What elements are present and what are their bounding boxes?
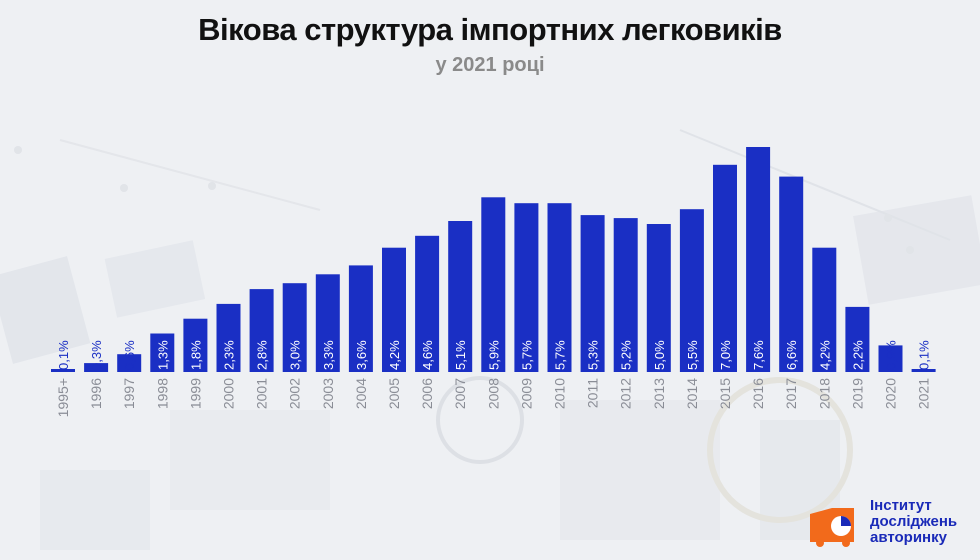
logo-line-3: авторинку: [870, 529, 947, 546]
institute-logo: Інститут досліджень авторинку: [808, 494, 978, 556]
bar-2011: [580, 215, 605, 372]
value-label-2006: 4,6%: [420, 340, 435, 370]
logo-line-2: досліджень: [870, 513, 958, 530]
bar-2006: [415, 235, 440, 372]
bar-2012: [613, 218, 638, 372]
logo-line-1: Інститут: [870, 497, 932, 514]
value-label-2020: 0,9%: [884, 340, 899, 370]
bar-2003: [315, 274, 340, 372]
bar-2008: [481, 197, 506, 372]
value-label-1997: 0,6%: [122, 340, 137, 370]
bar-2013: [646, 224, 671, 372]
bar-1997: [117, 354, 142, 372]
x-tick-2007: 2007: [452, 378, 468, 409]
value-label-2019: 2,2%: [850, 340, 865, 370]
bar-1996: [84, 363, 109, 372]
value-label-2007: 5,1%: [453, 340, 468, 370]
x-tick-2009: 2009: [518, 378, 534, 409]
value-label-2017: 6,6%: [784, 340, 799, 370]
x-tick-1998: 1998: [154, 378, 170, 409]
x-tick-2014: 2014: [684, 378, 700, 409]
page-title: Вікова структура імпортних легковиків: [198, 12, 782, 47]
bar-2015: [713, 164, 737, 372]
bar-2010: [547, 203, 572, 372]
bar-2009: [514, 203, 539, 372]
value-label-2018: 4,2%: [817, 340, 832, 370]
value-label-2021: 0,1%: [917, 340, 932, 370]
bar-2018: [812, 247, 837, 372]
value-label-2010: 5,7%: [553, 340, 568, 370]
value-label-2014: 5,5%: [685, 340, 700, 370]
x-tick-2019: 2019: [849, 378, 865, 409]
value-label-1998: 1,3%: [155, 340, 170, 370]
bar-2005: [382, 247, 406, 372]
value-label-2000: 2,3%: [222, 340, 237, 370]
x-tick-2003: 2003: [320, 378, 336, 409]
value-label-2004: 3,6%: [354, 340, 369, 370]
x-tick-2020: 2020: [883, 378, 899, 409]
x-tick-1996: 1996: [88, 378, 104, 409]
bar-1995+: [51, 369, 75, 372]
value-label-2012: 5,2%: [619, 340, 634, 370]
x-tick-2005: 2005: [386, 378, 402, 409]
logo-text: Інститут досліджень авторинку: [870, 498, 957, 546]
bar-1999: [183, 318, 208, 372]
x-tick-2002: 2002: [287, 378, 303, 409]
x-tick-2010: 2010: [552, 378, 568, 409]
x-tick-2004: 2004: [353, 378, 369, 409]
bar-2007: [448, 221, 473, 372]
bar-2002: [282, 283, 307, 372]
x-tick-2017: 2017: [783, 378, 799, 409]
value-label-2015: 7,0%: [718, 340, 733, 370]
bar-2000: [216, 303, 241, 372]
bar-1998: [150, 333, 175, 372]
logo-car-icon: [810, 508, 854, 547]
value-label-2003: 3,3%: [321, 340, 336, 370]
x-tick-2015: 2015: [717, 378, 733, 409]
value-label-2001: 2,8%: [255, 340, 270, 370]
x-tick-1999: 1999: [187, 378, 203, 409]
x-tick-2021: 2021: [916, 378, 932, 409]
x-tick-1995+: 1995+: [55, 378, 71, 417]
value-label-2002: 3,0%: [288, 340, 303, 370]
page-subtitle: у 2021 році: [435, 54, 545, 76]
x-tick-2016: 2016: [750, 378, 766, 409]
bar-2017: [779, 176, 804, 372]
x-tick-2012: 2012: [618, 378, 634, 409]
value-label-2016: 7,6%: [751, 340, 766, 370]
value-label-2005: 4,2%: [387, 340, 402, 370]
x-tick-2001: 2001: [254, 378, 270, 409]
bar-2004: [348, 265, 373, 372]
bar-2014: [679, 209, 704, 372]
x-tick-2011: 2011: [585, 378, 601, 408]
bar-2001: [249, 289, 274, 372]
x-tick-2008: 2008: [485, 378, 501, 409]
bar-2019: [845, 306, 870, 372]
value-label-2011: 5,3%: [586, 340, 601, 370]
value-label-2013: 5,0%: [652, 340, 667, 370]
bar-2021: [911, 369, 936, 372]
value-label-2009: 5,7%: [519, 340, 534, 370]
bar-2016: [746, 147, 771, 372]
bar-2020: [878, 345, 903, 372]
value-label-2008: 5,9%: [486, 340, 501, 370]
x-tick-2013: 2013: [651, 378, 667, 409]
x-tick-1997: 1997: [121, 378, 137, 409]
value-label-1996: 0,3%: [89, 340, 104, 370]
x-tick-2000: 2000: [221, 378, 237, 409]
x-tick-2018: 2018: [816, 378, 832, 409]
value-label-1995+: 0,1%: [56, 340, 71, 370]
x-tick-2006: 2006: [419, 378, 435, 409]
value-label-1999: 1,8%: [188, 340, 203, 370]
